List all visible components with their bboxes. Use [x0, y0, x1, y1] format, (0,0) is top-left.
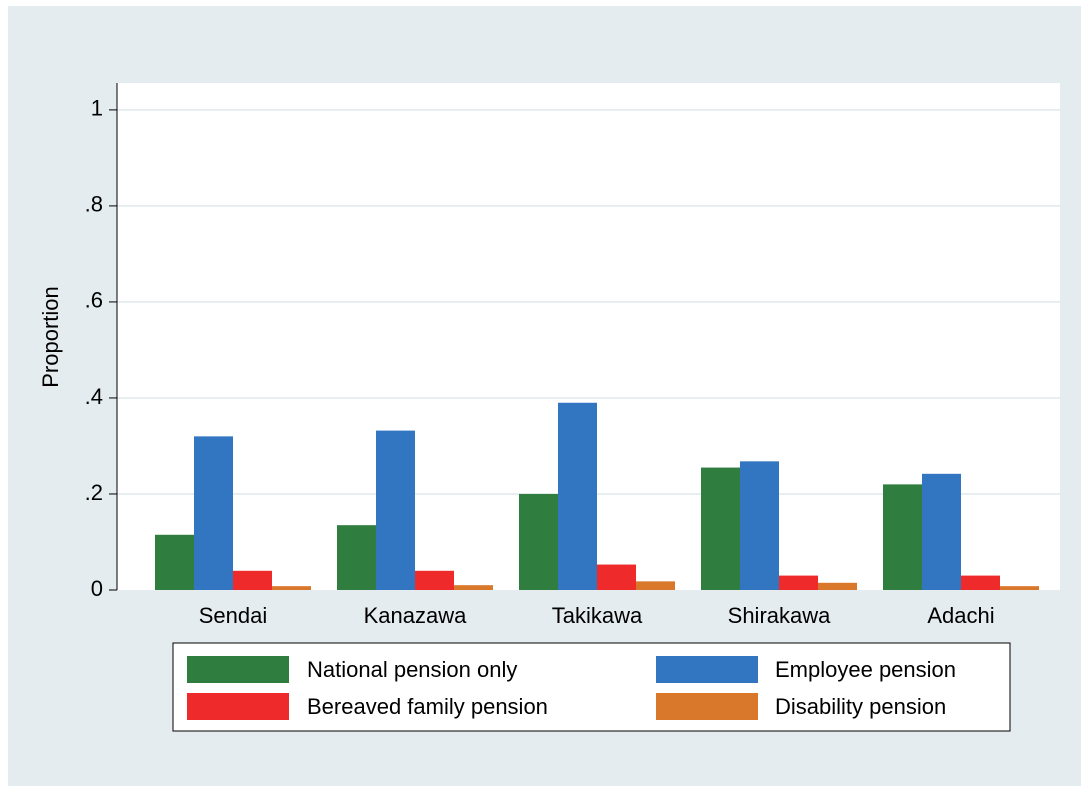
bar [233, 570, 272, 590]
x-tick-label: Takikawa [552, 603, 643, 628]
y-tick-label: .6 [85, 288, 103, 313]
bar [1000, 586, 1039, 590]
bar [519, 493, 558, 590]
bar [740, 461, 779, 590]
bar [415, 570, 454, 590]
bar [818, 582, 857, 590]
bar [922, 473, 961, 590]
y-tick-label: .2 [85, 480, 103, 505]
bar [337, 525, 376, 590]
bar [272, 586, 311, 590]
bar [961, 575, 1000, 590]
bar [155, 534, 194, 590]
y-tick-label: 0 [91, 576, 103, 601]
bar [194, 436, 233, 590]
legend-swatch [656, 656, 758, 683]
bar [636, 581, 675, 590]
legend-label: Bereaved family pension [307, 694, 548, 719]
y-tick-label: 1 [91, 96, 103, 121]
legend-label: Disability pension [775, 694, 946, 719]
legend-swatch [187, 656, 289, 683]
x-tick-label: Shirakawa [728, 603, 831, 628]
y-tick-label: .8 [85, 192, 103, 217]
bar [701, 467, 740, 590]
legend-swatch [656, 693, 758, 720]
x-tick-label: Kanazawa [364, 603, 468, 628]
x-tick-label: Sendai [199, 603, 268, 628]
bar [779, 575, 818, 590]
bar [597, 564, 636, 590]
legend-label: Employee pension [775, 657, 956, 682]
bar [454, 585, 493, 590]
x-tick-label: Adachi [927, 603, 994, 628]
y-tick-label: .4 [85, 384, 103, 409]
bar [376, 430, 415, 590]
legend-label: National pension only [307, 657, 517, 682]
bar [883, 484, 922, 590]
legend [172, 642, 1011, 732]
y-axis-label: Proportion [38, 286, 63, 388]
legend-swatch [187, 693, 289, 720]
bar [558, 402, 597, 590]
